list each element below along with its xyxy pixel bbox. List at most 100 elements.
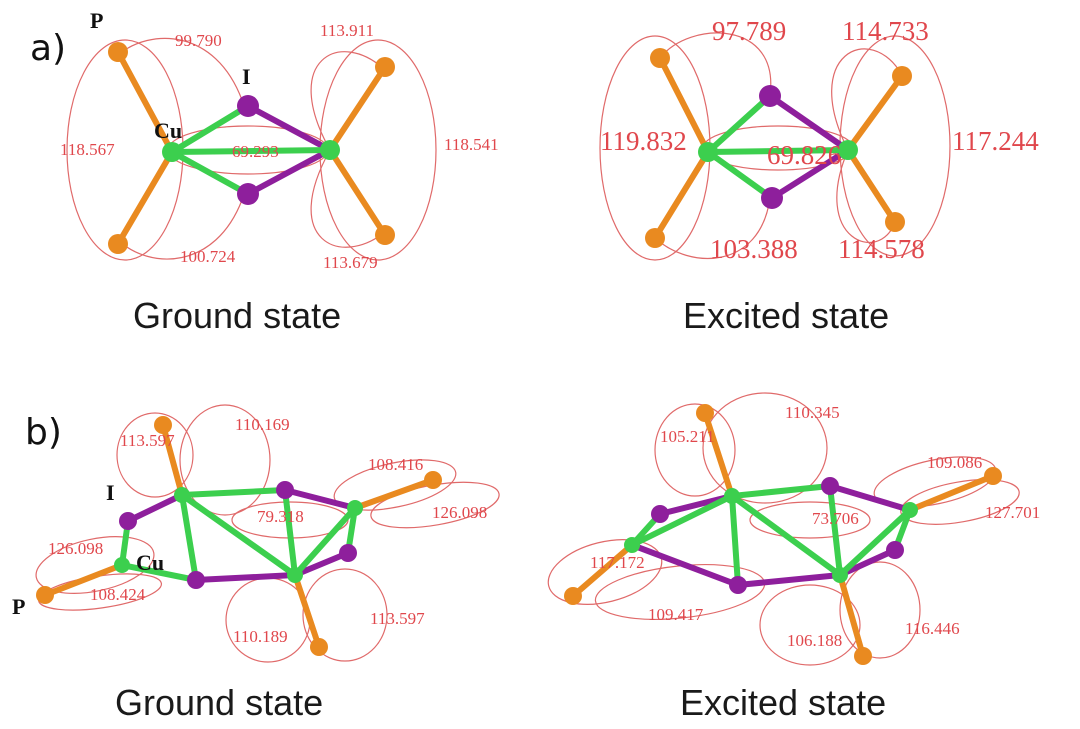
angle-label: 108.416 bbox=[368, 455, 423, 474]
cu-i-bond bbox=[193, 572, 298, 583]
angle-label: 116.446 bbox=[905, 619, 960, 638]
angle-arc bbox=[839, 561, 921, 659]
copper-atom bbox=[174, 487, 190, 503]
angle-label: 109.086 bbox=[927, 453, 982, 472]
angle-label: 118.541 bbox=[444, 135, 499, 154]
copper-atom bbox=[902, 502, 918, 518]
angle-arc bbox=[35, 536, 155, 594]
cu-p-bond bbox=[652, 149, 711, 241]
cu-i-bond bbox=[827, 483, 843, 578]
angle-label: 69.826 bbox=[767, 140, 841, 170]
phosphorus-atom bbox=[854, 647, 872, 665]
iodine-atom bbox=[276, 481, 294, 499]
phosphorus-atom bbox=[375, 225, 395, 245]
cu-i-bond bbox=[245, 103, 333, 153]
atom-label-i: I bbox=[242, 64, 251, 89]
angle-label: 106.188 bbox=[787, 631, 842, 650]
angle-arc bbox=[654, 197, 771, 259]
panel-a-excited-structure: 97.789 114.733 119.832 69.826 117.244 10… bbox=[599, 16, 1039, 336]
copper-atom bbox=[287, 567, 303, 583]
angle-label: 114.578 bbox=[838, 234, 925, 264]
copper-atom bbox=[832, 567, 848, 583]
caption-b-ground: Ground state bbox=[115, 682, 323, 723]
angle-label: 118.567 bbox=[60, 140, 115, 159]
angle-arc bbox=[116, 412, 194, 498]
phosphorus-atom bbox=[984, 467, 1002, 485]
atom-label-p: P bbox=[90, 8, 103, 33]
cu-i-bond bbox=[282, 487, 298, 578]
copper-atom bbox=[320, 140, 340, 160]
angle-label: 114.733 bbox=[842, 16, 929, 46]
iodine-atom bbox=[651, 505, 669, 523]
iodine-atom bbox=[729, 576, 747, 594]
cu-i-bond bbox=[705, 149, 775, 201]
copper-atom bbox=[347, 500, 363, 516]
cu-i-bond bbox=[169, 149, 251, 197]
iodine-atom bbox=[237, 95, 259, 117]
cu-cu-bond bbox=[837, 507, 913, 578]
cu-i-bond bbox=[769, 147, 851, 201]
copper-atom bbox=[114, 557, 130, 573]
angle-label: 127.701 bbox=[985, 503, 1040, 522]
cu-p-bond bbox=[42, 562, 125, 598]
cu-p-bond bbox=[115, 149, 175, 247]
angle-arc bbox=[900, 479, 1020, 525]
copper-atom bbox=[624, 537, 640, 553]
cu-p-bond bbox=[352, 477, 436, 511]
angle-label: 110.169 bbox=[235, 415, 290, 434]
angle-label: 113.597 bbox=[120, 431, 175, 450]
phosphorus-atom bbox=[154, 416, 172, 434]
cu-p-bond bbox=[327, 147, 388, 238]
cu-p-bond bbox=[845, 73, 905, 153]
iodine-atom bbox=[237, 183, 259, 205]
cu-cu-bond bbox=[729, 493, 843, 578]
angle-arc bbox=[310, 51, 386, 151]
iodine-atom bbox=[886, 541, 904, 559]
angle-label: 117.244 bbox=[952, 126, 1039, 156]
angle-arc bbox=[749, 501, 871, 539]
cu-i-bond bbox=[827, 483, 913, 513]
cu-i-bond bbox=[119, 562, 199, 583]
angle-label: 79.318 bbox=[257, 507, 304, 526]
angle-label: 113.911 bbox=[320, 21, 374, 40]
copper-atom bbox=[724, 488, 740, 504]
cu-cu-bond bbox=[292, 505, 358, 578]
cu-i-bond bbox=[169, 103, 251, 155]
cu-cu-bond bbox=[169, 147, 333, 155]
phosphorus-atom bbox=[650, 48, 670, 68]
copper-atom bbox=[838, 140, 858, 160]
phosphorus-atom bbox=[36, 586, 54, 604]
cu-i-bond bbox=[282, 487, 358, 511]
cu-i-bond bbox=[767, 93, 851, 153]
iodine-atom bbox=[119, 512, 137, 530]
panel-b-ground-structure: b) I Cu P 113.597 110.169 108.416 126.09… bbox=[12, 404, 500, 723]
cu-i-bond bbox=[735, 572, 843, 588]
cu-cu-bond bbox=[705, 147, 851, 155]
angle-arc bbox=[759, 584, 861, 666]
angle-arc bbox=[117, 199, 243, 260]
phosphorus-atom bbox=[885, 212, 905, 232]
cu-p-bond bbox=[657, 55, 711, 155]
cu-p-bond bbox=[570, 542, 635, 599]
phosphorus-atom bbox=[108, 234, 128, 254]
angle-arc bbox=[836, 149, 896, 244]
iodine-atom bbox=[821, 477, 839, 495]
angle-arc bbox=[179, 404, 271, 516]
angle-arc bbox=[310, 149, 386, 248]
phosphorus-atom bbox=[424, 471, 442, 489]
phosphorus-atom bbox=[696, 404, 714, 422]
angle-label: 113.597 bbox=[370, 609, 425, 628]
cu-i-bond bbox=[125, 492, 185, 524]
caption-a-ground: Ground state bbox=[133, 295, 341, 336]
angle-label: 109.417 bbox=[648, 605, 704, 624]
iodine-atom bbox=[187, 571, 205, 589]
angle-arc bbox=[831, 48, 903, 151]
angle-label: 97.789 bbox=[712, 16, 786, 46]
angle-label: 126.098 bbox=[48, 539, 103, 558]
angle-label: 103.388 bbox=[710, 234, 798, 264]
cu-i-bond bbox=[705, 93, 773, 155]
phosphorus-atom bbox=[108, 42, 128, 62]
cu-i-bond bbox=[837, 547, 898, 578]
cu-p-bond bbox=[115, 49, 175, 155]
